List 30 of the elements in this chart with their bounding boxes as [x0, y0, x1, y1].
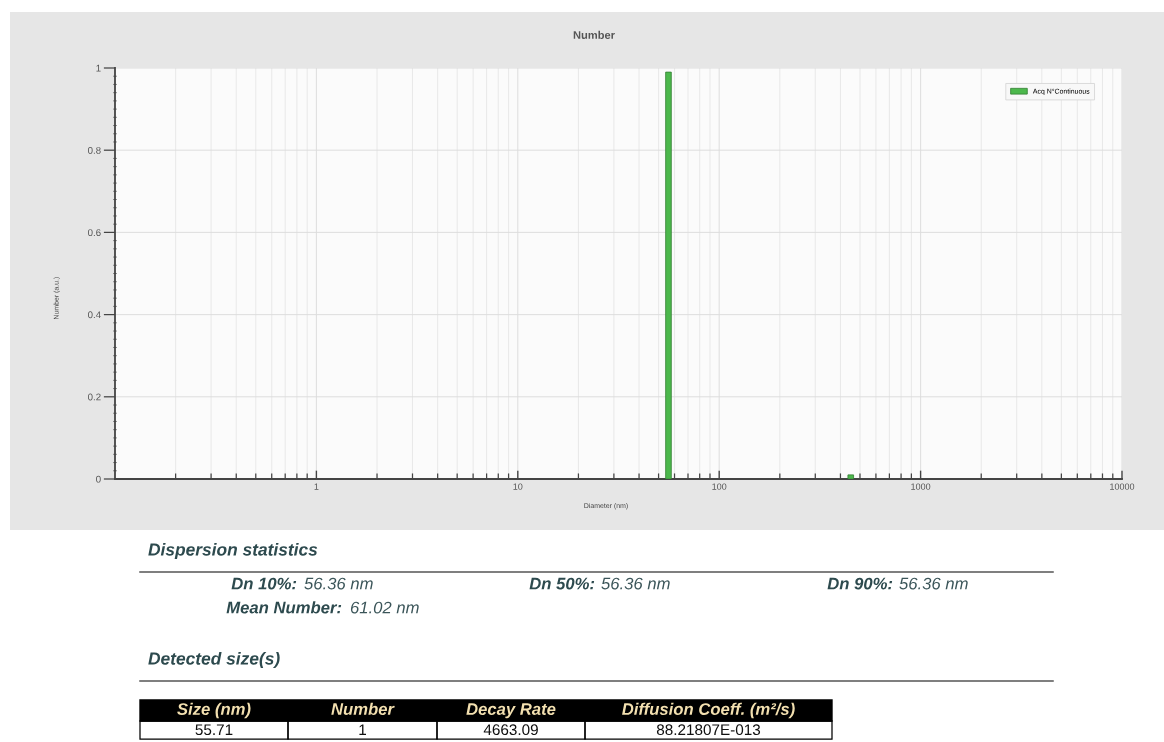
text: 55.71: [195, 724, 233, 736]
text: Detected size(s): [148, 651, 280, 669]
text: 56.36 nm: [601, 577, 670, 590]
x-tick-label: 10000: [1110, 483, 1135, 490]
text: Dn 90%:: [827, 577, 893, 590]
text: Number: [331, 702, 395, 715]
y-tick-label: 0.4: [87, 311, 101, 319]
y-tick-label: 0: [96, 475, 101, 483]
x-tick-label: 1000: [911, 483, 931, 490]
text: 56.36 nm: [899, 577, 968, 590]
text: Size (nm): [177, 702, 251, 719]
text: 88.21807E-013: [656, 724, 761, 736]
text: Decay Rate: [466, 703, 556, 719]
text: Dn 10%:: [231, 577, 297, 590]
x-tick-label: 100: [712, 483, 727, 490]
text: Mean Number:: [226, 601, 342, 614]
y-tick-label: 0.8: [87, 146, 101, 154]
text: Dn 50%:: [529, 577, 595, 590]
text: Dispersion statistics: [148, 542, 318, 560]
y-tick-label: 1: [96, 64, 101, 72]
text: 61.02 nm: [350, 601, 419, 614]
y-tick-label: 0.6: [87, 229, 101, 237]
y-tick-label: 0.2: [87, 393, 101, 401]
x-tick-label: 10: [513, 483, 523, 490]
text: 1: [359, 724, 366, 735]
x-tick-label: 1: [314, 483, 319, 490]
text: 4663.09: [483, 724, 538, 736]
text: 56.36 nm: [304, 577, 373, 590]
chart-title: Number: [573, 30, 615, 39]
text: Diffusion Coeff. (m²/s): [622, 702, 795, 719]
